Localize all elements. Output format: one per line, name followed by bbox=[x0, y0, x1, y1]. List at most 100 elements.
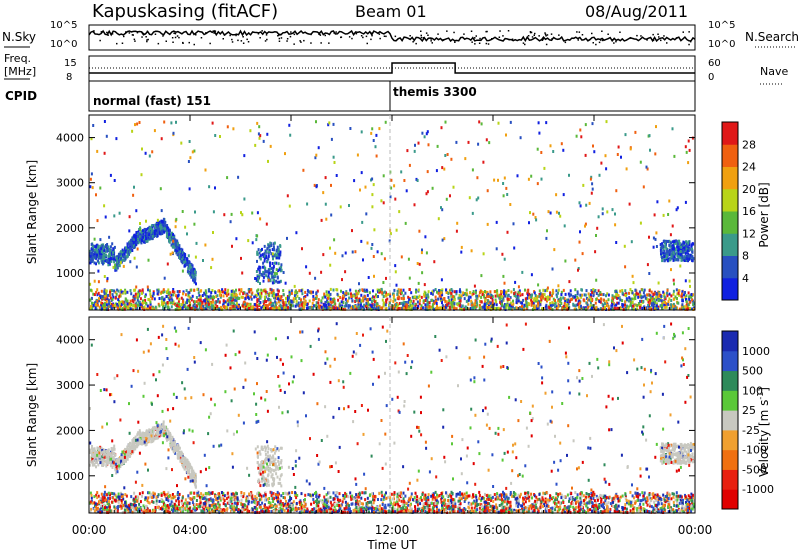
power-echo-cell bbox=[485, 305, 488, 309]
power-echo-cell bbox=[396, 292, 399, 296]
power-echo-cell bbox=[176, 290, 179, 294]
power-echo-cell bbox=[686, 249, 689, 253]
power-echo-cell bbox=[257, 267, 260, 271]
power-echo-cell bbox=[610, 299, 613, 303]
power-echo-cell bbox=[145, 237, 148, 241]
power-echo-cell bbox=[624, 265, 627, 269]
power-echo-cell bbox=[266, 260, 269, 264]
power-echo-cell bbox=[450, 298, 453, 302]
power-echo-cell bbox=[640, 299, 643, 303]
power-echo-cell bbox=[126, 304, 129, 308]
power-echo-cell bbox=[447, 295, 450, 299]
power-echo-cell bbox=[194, 255, 197, 259]
power-echo-cell bbox=[632, 304, 635, 308]
power-echo-cell bbox=[204, 293, 207, 297]
power-echo-cell bbox=[221, 290, 224, 294]
nsearch-dot bbox=[688, 31, 690, 33]
power-echo-cell bbox=[689, 253, 692, 257]
power-echo-cell bbox=[591, 299, 593, 303]
power-echo-cell bbox=[137, 230, 140, 234]
power-echo-cell bbox=[437, 297, 440, 301]
power-echo-cell bbox=[672, 251, 675, 255]
power-echo-cell bbox=[416, 262, 419, 265]
power-echo-cell bbox=[525, 307, 528, 310]
power-echo-cell bbox=[253, 303, 256, 306]
power-echo-cell bbox=[226, 125, 229, 129]
nsearch-tick-high: 10^5 bbox=[708, 20, 735, 31]
power-echo-cell bbox=[195, 296, 198, 299]
nsearch-dot bbox=[278, 40, 281, 42]
power-echo-cell bbox=[551, 307, 554, 311]
power-echo-cell bbox=[619, 289, 622, 293]
power-colorbar-segment bbox=[722, 277, 738, 301]
power-echo-cell bbox=[241, 295, 244, 299]
power-echo-cell bbox=[148, 230, 151, 234]
power-echo-cell bbox=[361, 220, 364, 224]
power-echo-cell bbox=[124, 305, 127, 309]
power-echo-cell bbox=[584, 123, 587, 127]
power-echo-cell bbox=[189, 156, 192, 160]
nsearch-dot bbox=[213, 32, 215, 34]
power-echo-cell bbox=[584, 306, 587, 310]
power-echo-cell bbox=[506, 230, 509, 234]
power-echo-cell bbox=[161, 296, 163, 300]
power-echo-cell bbox=[231, 296, 234, 300]
power-echo-cell bbox=[129, 239, 132, 243]
power-echo-cell bbox=[545, 121, 548, 125]
power-echo-cell bbox=[269, 301, 272, 304]
power-echo-cell bbox=[264, 291, 267, 295]
power-echo-cell bbox=[604, 307, 607, 311]
power-echo-cell bbox=[670, 241, 673, 245]
power-echo-cell bbox=[89, 252, 92, 256]
power-echo-cell bbox=[468, 196, 471, 200]
power-echo-cell bbox=[679, 250, 682, 253]
power-echo-cell bbox=[461, 307, 464, 311]
power-echo-cell bbox=[125, 246, 128, 250]
velocity-echo-cell bbox=[158, 424, 161, 428]
power-echo-cell bbox=[259, 301, 262, 304]
power-echo-cell bbox=[332, 306, 335, 310]
power-echo-cell bbox=[121, 251, 124, 255]
power-echo-cell bbox=[472, 292, 475, 295]
power-echo-cell bbox=[105, 303, 108, 307]
power-echo-cell bbox=[274, 254, 277, 258]
power-echo-cell bbox=[541, 293, 544, 297]
power-echo-cell bbox=[103, 307, 106, 311]
nsearch-dot bbox=[688, 43, 690, 46]
power-echo-cell bbox=[248, 290, 251, 294]
power-echo-cell bbox=[110, 302, 113, 306]
power-echo-cell bbox=[98, 297, 100, 301]
power-echo-cell bbox=[683, 305, 686, 309]
power-echo-cell bbox=[633, 293, 635, 297]
power-echo-cell bbox=[222, 294, 225, 298]
power-echo-cell bbox=[197, 298, 200, 302]
power-echo-cell bbox=[338, 302, 341, 306]
power-echo-cell bbox=[366, 241, 369, 245]
power-echo-cell bbox=[193, 302, 196, 306]
power-echo-cell bbox=[641, 306, 644, 310]
power-echo-cell bbox=[503, 289, 506, 293]
power-echo-cell bbox=[113, 303, 116, 307]
power-echo-cell bbox=[477, 196, 480, 200]
power-echo-cell bbox=[89, 249, 92, 253]
power-echo-cell bbox=[591, 304, 594, 308]
power-echo-cell bbox=[394, 298, 397, 302]
power-echo-cell bbox=[450, 295, 453, 299]
power-echo-cell bbox=[562, 148, 565, 152]
nsearch-dot bbox=[300, 41, 302, 43]
power-echo-cell bbox=[193, 222, 196, 226]
nsearch-dot bbox=[658, 36, 660, 38]
power-echo-cell bbox=[531, 293, 533, 297]
power-echo-cell bbox=[444, 305, 447, 309]
power-echo-cell bbox=[488, 306, 491, 310]
power-echo-cell bbox=[174, 225, 177, 229]
power-echo-cell bbox=[397, 290, 400, 294]
nsearch-dot bbox=[214, 30, 217, 32]
power-echo-cell bbox=[223, 291, 226, 295]
power-echo-cell bbox=[471, 293, 474, 297]
power-echo-cell bbox=[560, 302, 563, 305]
power-echo-cell bbox=[270, 252, 273, 256]
power-echo-cell bbox=[106, 279, 109, 283]
power-echo-cell bbox=[469, 307, 472, 310]
power-echo-cell bbox=[259, 134, 262, 138]
